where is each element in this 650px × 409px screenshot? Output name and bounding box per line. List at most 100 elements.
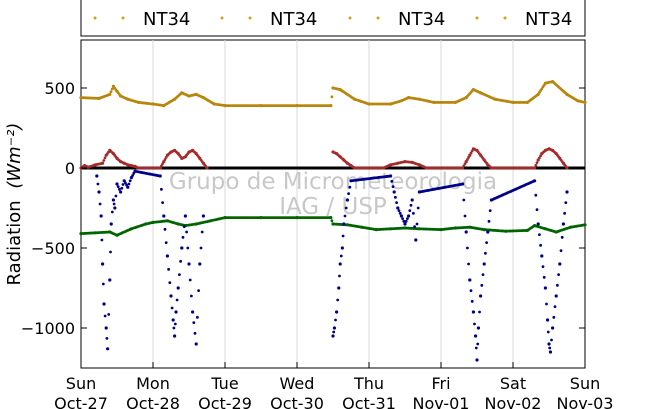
- data-point: [109, 90, 113, 94]
- data-point: [193, 331, 197, 335]
- data-point: [329, 216, 333, 220]
- data-point: [121, 183, 125, 186]
- data-point: [200, 230, 204, 234]
- data-point: [488, 209, 492, 213]
- data-point: [114, 194, 118, 198]
- data-point: [127, 182, 131, 186]
- data-point: [171, 318, 175, 322]
- data-point: [119, 190, 123, 194]
- data-point: [179, 259, 183, 263]
- data-point: [404, 219, 408, 223]
- data-point: [96, 182, 100, 186]
- data-point: [103, 156, 107, 160]
- data-point: [174, 310, 178, 314]
- data-point: [339, 254, 343, 258]
- data-point: [464, 230, 468, 234]
- x-axis: SunOct-27MonOct-28TueOct-29WedOct-30ThuO…: [54, 362, 613, 409]
- y-axis-label-unit: (Wm⁻²): [4, 123, 25, 189]
- x-tick-label-date: Nov-03: [557, 394, 614, 409]
- data-point: [470, 299, 474, 303]
- plot-frame: [80, 39, 586, 369]
- data-point: [188, 278, 192, 282]
- data-point: [101, 161, 105, 165]
- data-point: [564, 201, 568, 205]
- data-point: [190, 294, 193, 298]
- data-point: [463, 214, 467, 218]
- x-tick-label-date: Nov-02: [485, 394, 542, 409]
- x-tick-label-day: Tue: [210, 374, 238, 393]
- x-tick-label-date: Nov-01: [413, 394, 470, 409]
- data-point: [348, 185, 352, 189]
- data-point: [164, 241, 168, 245]
- data-point: [545, 302, 548, 306]
- x-tick-label-date: Oct-30: [270, 394, 324, 409]
- data-point: [394, 195, 397, 199]
- x-tick-label-date: Oct-31: [342, 394, 396, 409]
- y-axis: 500 0 −500 −1000: [21, 79, 585, 338]
- data-point: [104, 326, 108, 330]
- data-point: [553, 305, 557, 309]
- data-point: [406, 217, 409, 221]
- data-point: [469, 151, 473, 155]
- legend-marker: [93, 16, 97, 20]
- data-point: [160, 164, 163, 168]
- data-point: [560, 235, 564, 239]
- data-point: [558, 262, 562, 266]
- data-point: [332, 330, 336, 334]
- data-point: [484, 251, 487, 255]
- data-point: [535, 161, 539, 165]
- data-point: [556, 283, 559, 287]
- data-point: [415, 222, 419, 226]
- data-point: [397, 209, 401, 213]
- data-point: [106, 347, 110, 351]
- data-point: [347, 192, 350, 196]
- data-point: [536, 222, 540, 226]
- data-point: [473, 334, 478, 338]
- data-point: [342, 222, 346, 226]
- data-point: [462, 198, 466, 202]
- data-point: [413, 225, 416, 229]
- data-point: [466, 158, 469, 161]
- data-point: [389, 174, 393, 178]
- data-point: [538, 233, 541, 237]
- data-point: [396, 206, 400, 210]
- data-point: [110, 87, 114, 91]
- data-point: [178, 273, 181, 277]
- x-tick-label-date: Oct-29: [198, 394, 252, 409]
- data-point: [552, 315, 556, 319]
- data-point: [476, 342, 480, 346]
- data-point: [175, 298, 179, 302]
- data-point: [180, 246, 184, 250]
- series-0: [79, 80, 587, 108]
- legend-marker: [503, 16, 507, 20]
- data-point: [95, 174, 99, 178]
- legend-marker: [121, 16, 125, 20]
- data-point: [540, 254, 544, 258]
- data-point: [329, 104, 333, 108]
- data-point: [194, 342, 198, 346]
- y-axis-label: Radiation (Wm⁻²): [4, 123, 25, 286]
- data-point: [338, 274, 341, 278]
- data-point: [416, 206, 420, 210]
- x-tick-label-day: Thu: [353, 374, 384, 393]
- data-point: [199, 246, 203, 250]
- x-tick-label-day: Sun: [570, 374, 600, 393]
- data-point: [542, 275, 546, 279]
- data-point: [583, 100, 587, 104]
- data-point: [124, 181, 127, 185]
- data-point: [162, 214, 166, 218]
- data-point: [479, 294, 483, 298]
- data-point: [103, 314, 107, 318]
- data-point: [554, 294, 558, 298]
- data-point: [548, 346, 552, 350]
- legend-marker: [248, 16, 252, 20]
- data-point: [185, 230, 189, 234]
- data-point: [545, 318, 550, 322]
- data-point: [410, 198, 414, 202]
- data-point: [111, 198, 115, 202]
- watermark: Grupo de Micrometeorologia IAG / USP: [169, 169, 497, 220]
- x-tick-label-day: Sat: [500, 374, 526, 393]
- data-point: [191, 310, 195, 314]
- data-point: [469, 289, 473, 293]
